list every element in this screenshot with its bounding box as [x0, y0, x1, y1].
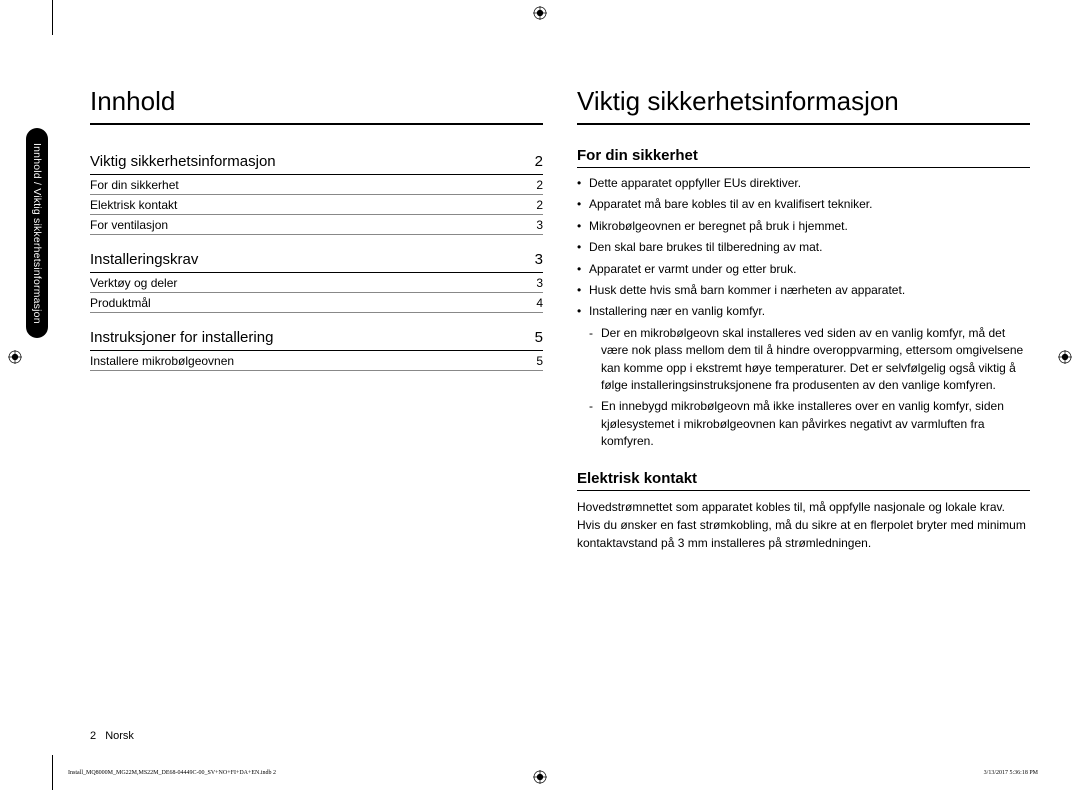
toc-section-row: Instruksjoner for installering 5 — [90, 323, 543, 351]
toc-section-page: 5 — [535, 329, 543, 346]
sub-bullet-item: -En innebygd mikrobølgeovn må ikke insta… — [577, 398, 1030, 450]
toc-item-page: 2 — [536, 178, 543, 192]
bullet-list: •Dette apparatet oppfyller EUs direktive… — [577, 175, 1030, 450]
registration-mark-icon — [533, 6, 547, 20]
safety-subheading: For din sikkerhet — [577, 147, 1030, 168]
bullet-marker-icon: • — [577, 239, 589, 256]
bullet-text: Installering nær en vanlig komfyr. — [589, 303, 765, 320]
toc-section-page: 3 — [535, 251, 543, 268]
toc-item-page: 4 — [536, 296, 543, 310]
toc-item-label: Elektrisk kontakt — [90, 198, 177, 212]
bullet-marker-icon: • — [577, 282, 589, 299]
sub-bullet-text: Der en mikrobølgeovn skal installeres ve… — [601, 325, 1030, 395]
bullet-text: Mikrobølgeovnen er beregnet på bruk i hj… — [589, 218, 848, 235]
sub-bullet-item: -Der en mikrobølgeovn skal installeres v… — [577, 325, 1030, 395]
bullet-marker-icon: • — [577, 196, 589, 213]
bullet-item: •Installering nær en vanlig komfyr. — [577, 303, 1030, 320]
registration-mark-icon — [533, 770, 547, 784]
page-language: Norsk — [105, 730, 134, 742]
toc-section-title: Installeringskrav — [90, 251, 198, 268]
bullet-item: •Husk dette hvis små barn kommer i nærhe… — [577, 282, 1030, 299]
bullet-item: •Mikrobølgeovnen er beregnet på bruk i h… — [577, 218, 1030, 235]
crop-mark — [52, 755, 53, 790]
toc-item-row: For ventilasjon 3 — [90, 215, 543, 235]
toc-item-page: 2 — [536, 198, 543, 212]
registration-mark-icon — [1058, 350, 1072, 364]
bullet-item: •Den skal bare brukes til tilberedning a… — [577, 239, 1030, 256]
toc-item-row: Installere mikrobølgeovnen 5 — [90, 351, 543, 371]
toc-item-row: Produktmål 4 — [90, 293, 543, 313]
toc-item-row: Elektrisk kontakt 2 — [90, 195, 543, 215]
section-tab: Innhold / Viktig sikkerhetsinformasjon — [26, 128, 48, 338]
toc-item-label: For ventilasjon — [90, 218, 168, 232]
crop-mark — [52, 0, 53, 35]
toc-item-row: Verktøy og deler 3 — [90, 273, 543, 293]
toc-item-page: 3 — [536, 218, 543, 232]
toc-item-label: Installere mikrobølgeovnen — [90, 354, 234, 368]
page-number: 2 — [90, 730, 96, 742]
bullet-text: Husk dette hvis små barn kommer i nærhet… — [589, 282, 905, 299]
bullet-marker-icon: • — [577, 175, 589, 192]
toc-section-row: Installeringskrav 3 — [90, 245, 543, 273]
contents-column: Innhold Viktig sikkerhetsinformasjon2For… — [90, 86, 543, 552]
print-meta-filename: Install_MQ8000M_MG22M,MS22M_DE68-04449C-… — [68, 770, 276, 776]
toc-item-page: 3 — [536, 276, 543, 290]
bullet-item: •Apparatet må bare kobles til av en kval… — [577, 196, 1030, 213]
dash-marker-icon: - — [589, 398, 601, 450]
bullet-marker-icon: • — [577, 261, 589, 278]
sub-bullet-text: En innebygd mikrobølgeovn må ikke instal… — [601, 398, 1030, 450]
toc-section-title: Instruksjoner for installering — [90, 329, 273, 346]
bullet-marker-icon: • — [577, 218, 589, 235]
toc-item-page: 5 — [536, 354, 543, 368]
bullet-text: Apparatet er varmt under og etter bruk. — [589, 261, 796, 278]
toc-item-label: Verktøy og deler — [90, 276, 177, 290]
electrical-subheading: Elektrisk kontakt — [577, 470, 1030, 491]
contents-heading: Innhold — [90, 86, 543, 125]
toc-section-title: Viktig sikkerhetsinformasjon — [90, 153, 276, 170]
section-tab-label: Innhold / Viktig sikkerhetsinformasjon — [31, 143, 43, 324]
page-footer: 2 Norsk — [90, 730, 134, 742]
safety-column: Viktig sikkerhetsinformasjon For din sik… — [577, 86, 1030, 552]
bullet-text: Apparatet må bare kobles til av en kvali… — [589, 196, 872, 213]
bullet-text: Dette apparatet oppfyller EUs direktiver… — [589, 175, 801, 192]
toc-section-page: 2 — [535, 153, 543, 170]
print-meta-timestamp: 3/13/2017 5:36:18 PM — [984, 770, 1038, 776]
bullet-marker-icon: • — [577, 303, 589, 320]
toc-item-label: For din sikkerhet — [90, 178, 179, 192]
electrical-body: Hovedstrømnettet som apparatet kobles ti… — [577, 498, 1030, 552]
dash-marker-icon: - — [589, 325, 601, 395]
toc-item-row: For din sikkerhet 2 — [90, 175, 543, 195]
toc-section-row: Viktig sikkerhetsinformasjon 2 — [90, 147, 543, 175]
bullet-item: •Apparatet er varmt under og etter bruk. — [577, 261, 1030, 278]
registration-mark-icon — [8, 350, 22, 364]
bullet-item: •Dette apparatet oppfyller EUs direktive… — [577, 175, 1030, 192]
toc-item-label: Produktmål — [90, 296, 151, 310]
table-of-contents: Viktig sikkerhetsinformasjon2For din sik… — [90, 147, 543, 371]
safety-heading: Viktig sikkerhetsinformasjon — [577, 86, 1030, 125]
bullet-text: Den skal bare brukes til tilberedning av… — [589, 239, 822, 256]
